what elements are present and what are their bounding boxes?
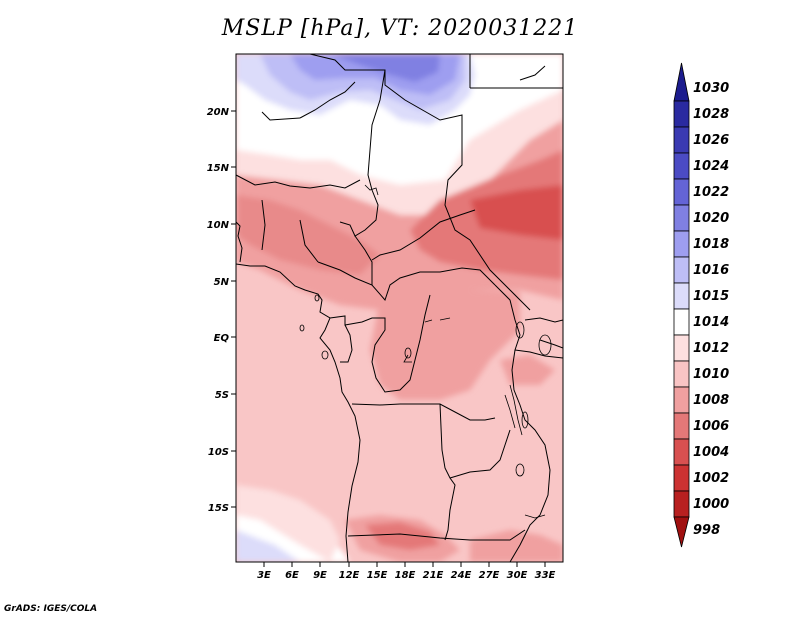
lat-label: 5S <box>215 390 229 401</box>
legend-swatch-1012 <box>673 334 690 362</box>
legend-label-1012: 1012 <box>693 341 729 356</box>
footer-credit: GrADS: IGES/COLA <box>4 604 98 614</box>
lon-label: 6E <box>285 570 299 581</box>
lon-label: 3E <box>257 570 271 581</box>
legend-swatch-1006 <box>673 412 690 440</box>
legend-label-1024: 1024 <box>693 159 729 174</box>
legend-swatch-1008 <box>673 386 690 414</box>
legend-label-1000: 1000 <box>693 497 729 512</box>
lon-label: 21E <box>423 570 444 581</box>
lon-label: 18E <box>395 570 416 581</box>
legend-label-1015: 1015 <box>693 289 729 304</box>
legend-label-1028: 1028 <box>693 107 729 122</box>
lon-label: 27E <box>479 570 500 581</box>
lon-label: 9E <box>313 570 327 581</box>
lon-label: 30E <box>507 570 528 581</box>
lat-label: 15N <box>207 163 230 174</box>
lat-label: 10S <box>208 447 229 458</box>
legend-label-1030: 1030 <box>693 81 729 96</box>
lat-label: 20N <box>207 107 230 118</box>
legend-label-1008: 1008 <box>693 393 729 408</box>
map-title: MSLP [hPa], VT: 2020031221 <box>221 16 579 41</box>
legend-swatch-1010 <box>673 360 690 388</box>
legend-swatch-1018 <box>673 230 690 258</box>
lat-label: 15S <box>208 503 229 514</box>
legend-label-1002: 1002 <box>693 471 729 486</box>
legend-label-1018: 1018 <box>693 237 729 252</box>
legend-swatch-998 <box>673 516 690 548</box>
legend-swatch-1028 <box>673 100 690 128</box>
legend-swatch-1024 <box>673 152 690 180</box>
legend-swatch-1004 <box>673 438 690 466</box>
legend-label-1014: 1014 <box>693 315 729 330</box>
legend-label-1004: 1004 <box>693 445 729 460</box>
legend-label-1006: 1006 <box>693 419 729 434</box>
legend-label-998: 998 <box>693 523 720 538</box>
pressure-field <box>236 54 563 562</box>
legend-swatch-1002 <box>673 464 690 492</box>
lat-label: 5N <box>214 277 230 288</box>
legend-swatch-1022 <box>673 178 690 206</box>
legend-swatch-1000 <box>673 490 690 518</box>
map-frame <box>235 53 564 563</box>
lon-label: 33E <box>535 570 556 581</box>
legend-swatch-1015 <box>673 282 690 310</box>
legend-swatch-1016 <box>673 256 690 284</box>
legend-swatch-1030 <box>673 62 690 102</box>
legend-label-1026: 1026 <box>693 133 729 148</box>
color-legend: 1030 1028 1026 1024 1022 1020 1018 1016 1015 1014… <box>673 62 729 548</box>
legend-label-1010: 1010 <box>693 367 729 382</box>
lat-label: 10N <box>207 220 230 231</box>
lat-labels: 20N 15N 10N 5N EQ 5S 10S 15S <box>207 107 230 514</box>
lon-labels: 3E 6E 9E 12E 15E 18E 21E 24E 27E 30E 33E <box>257 570 555 581</box>
legend-label-1020: 1020 <box>693 211 729 226</box>
country-borders <box>236 54 563 562</box>
lon-label: 15E <box>367 570 388 581</box>
legend-swatch-1020 <box>673 204 690 232</box>
legend-label-1022: 1022 <box>693 185 729 200</box>
legend-swatch-1014 <box>673 308 690 336</box>
legend-swatch-1026 <box>673 126 690 154</box>
lat-label: EQ <box>214 333 230 344</box>
lon-label: 12E <box>339 570 360 581</box>
lakes <box>299 184 552 519</box>
lon-label: 24E <box>451 570 472 581</box>
axis-ticks <box>231 110 546 567</box>
legend-label-1016: 1016 <box>693 263 729 278</box>
